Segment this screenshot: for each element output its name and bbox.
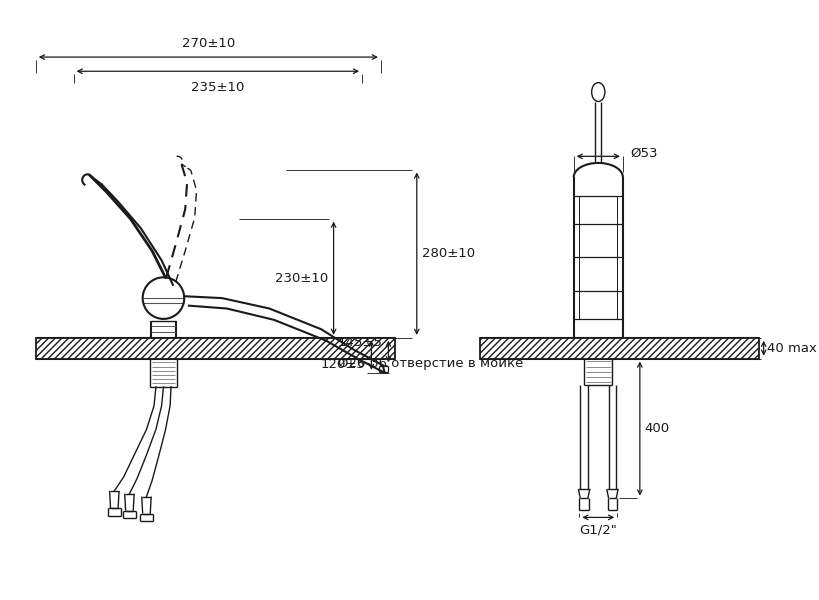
Bar (36, 338, 395, 359)
Text: Ø26-36 отверстие в мойке: Ø26-36 отверстие в мойке (338, 357, 523, 370)
Text: 145±5: 145±5 (337, 335, 382, 349)
Text: Ø53: Ø53 (630, 147, 657, 160)
Text: 230±10: 230±10 (274, 272, 328, 285)
Text: 120±5: 120±5 (320, 358, 365, 371)
Text: 40 max: 40 max (767, 342, 817, 355)
Text: 400: 400 (644, 422, 669, 435)
Bar (480, 338, 758, 359)
Text: G1/2": G1/2" (579, 523, 617, 536)
Text: 280±10: 280±10 (422, 247, 475, 260)
Text: 235±10: 235±10 (191, 81, 244, 94)
Text: 270±10: 270±10 (182, 37, 235, 50)
